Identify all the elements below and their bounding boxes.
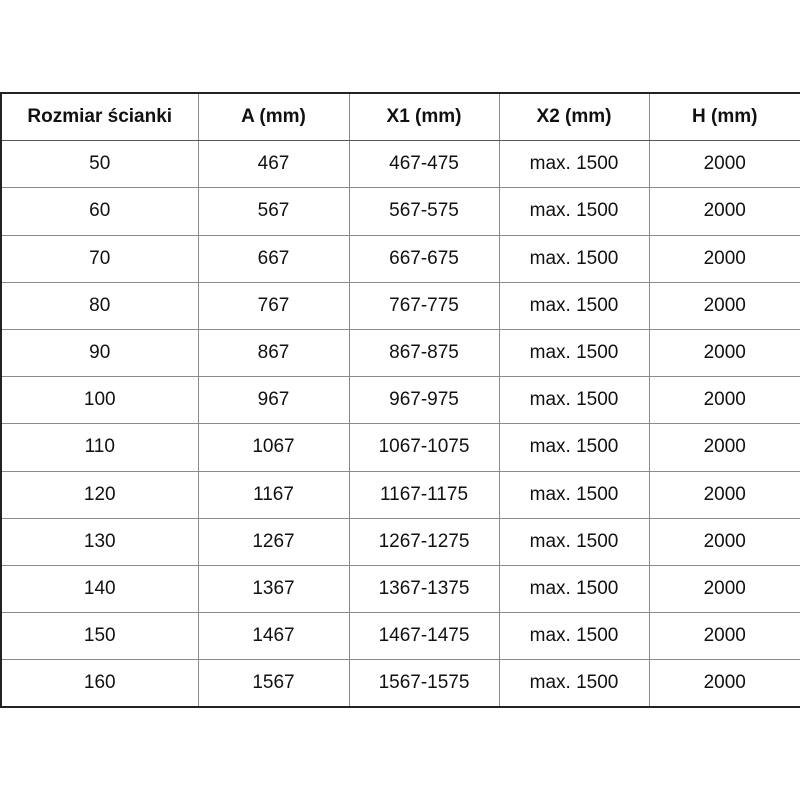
table-cell: 150 bbox=[0, 612, 199, 661]
table-cell: 2000 bbox=[648, 140, 800, 189]
table-cell: 2000 bbox=[648, 612, 800, 661]
table-cell: 1167-1175 bbox=[348, 470, 500, 519]
table-cell: 120 bbox=[0, 470, 199, 519]
header-cell: A (mm) bbox=[197, 92, 350, 142]
table-cell: 2000 bbox=[648, 423, 800, 472]
table-cell: 160 bbox=[0, 659, 199, 708]
table-row: 50 467 467-475 max. 1500 2000 bbox=[0, 140, 800, 189]
table-cell: 2000 bbox=[648, 470, 800, 519]
table-cell: 1267-1275 bbox=[348, 517, 500, 566]
table-cell: max. 1500 bbox=[498, 187, 650, 236]
table-cell: 100 bbox=[0, 376, 199, 425]
table-row: 90 867 867-875 max. 1500 2000 bbox=[0, 328, 800, 378]
table-cell: 1367 bbox=[197, 564, 350, 614]
table-cell: 70 bbox=[0, 234, 199, 283]
table-row: 80 767 767-775 max. 1500 2000 bbox=[0, 281, 800, 330]
table-row: 150 1467 1467-1475 max. 1500 2000 bbox=[0, 612, 800, 661]
table-cell: max. 1500 bbox=[498, 328, 650, 378]
table-cell: max. 1500 bbox=[498, 140, 650, 189]
table-row: 140 1367 1367-1375 max. 1500 2000 bbox=[0, 564, 800, 614]
table-cell: 567-575 bbox=[348, 187, 500, 236]
table-cell: 867 bbox=[197, 328, 350, 378]
table-cell: 467-475 bbox=[348, 140, 500, 189]
table-cell: max. 1500 bbox=[498, 376, 650, 425]
table-row: 70 667 667-675 max. 1500 2000 bbox=[0, 234, 800, 283]
table-cell: 1167 bbox=[197, 470, 350, 519]
table-cell: 2000 bbox=[648, 328, 800, 378]
table-cell: 867-875 bbox=[348, 328, 500, 378]
table-cell: 60 bbox=[0, 187, 199, 236]
table-cell: 1567-1575 bbox=[348, 659, 500, 708]
table-cell: 667-675 bbox=[348, 234, 500, 283]
header-cell: X2 (mm) bbox=[498, 92, 650, 142]
table-cell: max. 1500 bbox=[498, 423, 650, 472]
header-cell: X1 (mm) bbox=[348, 92, 500, 142]
table-cell: 1367-1375 bbox=[348, 564, 500, 614]
header-cell: Rozmiar ścianki bbox=[0, 92, 199, 142]
table-row: 130 1267 1267-1275 max. 1500 2000 bbox=[0, 517, 800, 566]
table-cell: 110 bbox=[0, 423, 199, 472]
table-cell: 2000 bbox=[648, 564, 800, 614]
table-cell: 2000 bbox=[648, 187, 800, 236]
table-cell: 2000 bbox=[648, 517, 800, 566]
table-cell: 667 bbox=[197, 234, 350, 283]
header-cell: H (mm) bbox=[648, 92, 800, 142]
table-row: 120 1167 1167-1175 max. 1500 2000 bbox=[0, 470, 800, 519]
table-cell: 567 bbox=[197, 187, 350, 236]
table-cell: max. 1500 bbox=[498, 234, 650, 283]
table-cell: 2000 bbox=[648, 659, 800, 708]
table-cell: 50 bbox=[0, 140, 199, 189]
table-cell: max. 1500 bbox=[498, 517, 650, 566]
table-cell: 90 bbox=[0, 328, 199, 378]
table-cell: 2000 bbox=[648, 234, 800, 283]
table-row: 60 567 567-575 max. 1500 2000 bbox=[0, 187, 800, 236]
table-cell: max. 1500 bbox=[498, 564, 650, 614]
table-cell: 1567 bbox=[197, 659, 350, 708]
header-row: Rozmiar ścianki A (mm) X1 (mm) X2 (mm) H… bbox=[0, 92, 800, 142]
table-cell: 767 bbox=[197, 281, 350, 330]
dimensions-table: Rozmiar ścianki A (mm) X1 (mm) X2 (mm) H… bbox=[0, 92, 800, 709]
table-cell: 140 bbox=[0, 564, 199, 614]
table-cell: 2000 bbox=[648, 281, 800, 330]
table-cell: 467 bbox=[197, 140, 350, 189]
table-cell: 1067-1075 bbox=[348, 423, 500, 472]
table-cell: 1467 bbox=[197, 612, 350, 661]
table-cell: 80 bbox=[0, 281, 199, 330]
table-cell: 1267 bbox=[197, 517, 350, 566]
table-cell: 130 bbox=[0, 517, 199, 566]
table-row: 110 1067 1067-1075 max. 1500 2000 bbox=[0, 423, 800, 472]
table-cell: max. 1500 bbox=[498, 659, 650, 708]
table-cell: 1067 bbox=[197, 423, 350, 472]
table-cell: 1467-1475 bbox=[348, 612, 500, 661]
table-cell: max. 1500 bbox=[498, 470, 650, 519]
table-cell: 767-775 bbox=[348, 281, 500, 330]
table-cell: max. 1500 bbox=[498, 612, 650, 661]
table-cell: 967 bbox=[197, 376, 350, 425]
table-cell: 2000 bbox=[648, 376, 800, 425]
table-row: 100 967 967-975 max. 1500 2000 bbox=[0, 376, 800, 425]
table-row: 160 1567 1567-1575 max. 1500 2000 bbox=[0, 659, 800, 708]
table-cell: max. 1500 bbox=[498, 281, 650, 330]
table-cell: 967-975 bbox=[348, 376, 500, 425]
